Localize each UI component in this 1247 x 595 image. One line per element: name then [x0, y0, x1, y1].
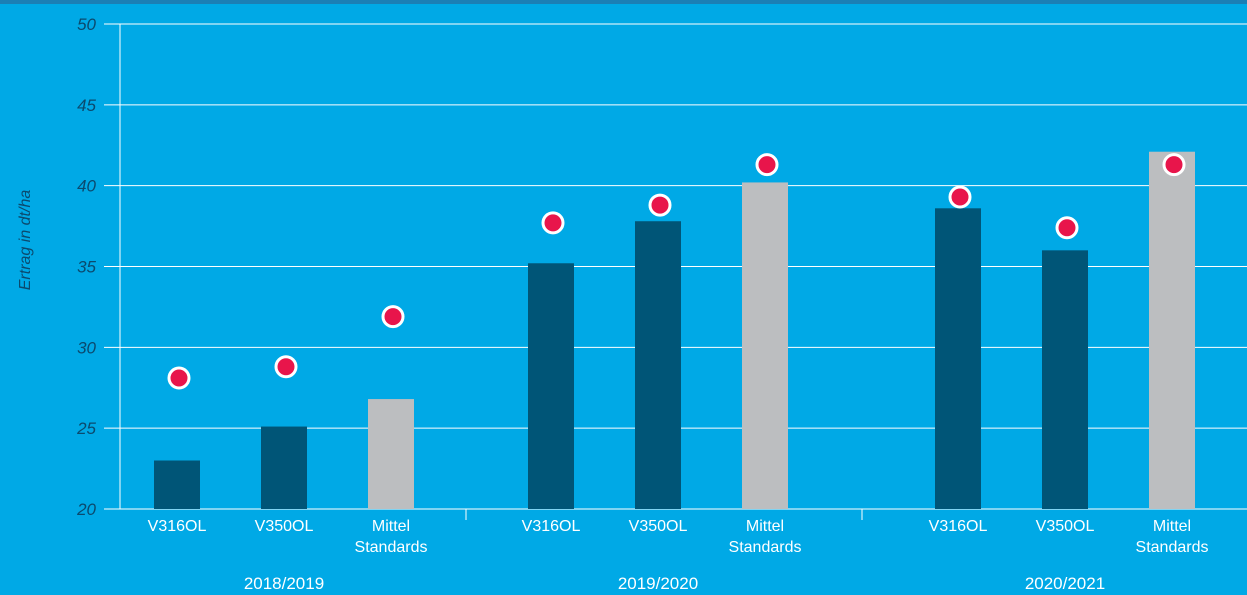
marker-point [381, 305, 405, 329]
y-tick-label: 20 [76, 500, 96, 519]
category-label: Standards [729, 539, 802, 556]
bar-2020-2021-v350ol [1042, 250, 1088, 510]
group-label: 2020/2021 [1025, 574, 1105, 593]
category-label: V350OL [255, 518, 314, 535]
bar-2018-2019-mittel-standards [368, 399, 414, 509]
category-label: Mittel [372, 518, 410, 535]
y-tick-label: 35 [77, 258, 96, 277]
bar-2019-2020-v316ol [528, 263, 574, 509]
bar-layer [154, 151, 1195, 510]
bar-2020-2021-v316ol [935, 208, 981, 510]
category-label: V316OL [522, 518, 581, 535]
top-strip [0, 0, 1247, 4]
y-tick-label: 45 [77, 96, 96, 115]
bar-2018-2019-v316ol [154, 460, 200, 509]
group-label: 2018/2019 [244, 574, 324, 593]
bar-2020-2021-mittel-standards [1149, 151, 1195, 509]
marker-point [1055, 216, 1079, 240]
category-label: Standards [355, 539, 428, 556]
marker-layer [167, 153, 1186, 390]
y-tick-label: 25 [76, 419, 96, 438]
marker-point [541, 211, 565, 235]
y-tick-label: 50 [77, 15, 96, 34]
y-tick-label: 40 [77, 177, 96, 196]
category-label: V316OL [929, 518, 988, 535]
marker-point [948, 185, 972, 209]
bar-2019-2020-v350ol [635, 221, 681, 509]
y-axis-label: Ertrag in dt/ha [17, 190, 34, 291]
category-label: Mittel [746, 518, 784, 535]
marker-point [1162, 153, 1186, 177]
marker-point [755, 153, 779, 177]
label-layer: 20 25 30 35 40 45 50 V316OL V350OL Mittel Standard… [76, 15, 1208, 593]
group-label: 2019/2020 [618, 574, 698, 593]
marker-point [648, 193, 672, 217]
category-label: Mittel [1153, 518, 1191, 535]
category-label: Standards [1136, 539, 1209, 556]
bar-2019-2020-mittel-standards [742, 182, 788, 509]
bar-2018-2019-v350ol [261, 426, 307, 509]
marker-point [167, 366, 191, 390]
category-label: V350OL [1036, 518, 1095, 535]
y-tick-label: 30 [77, 338, 96, 357]
category-label: V350OL [629, 518, 688, 535]
marker-point [274, 355, 298, 379]
category-label: V316OL [148, 518, 207, 535]
